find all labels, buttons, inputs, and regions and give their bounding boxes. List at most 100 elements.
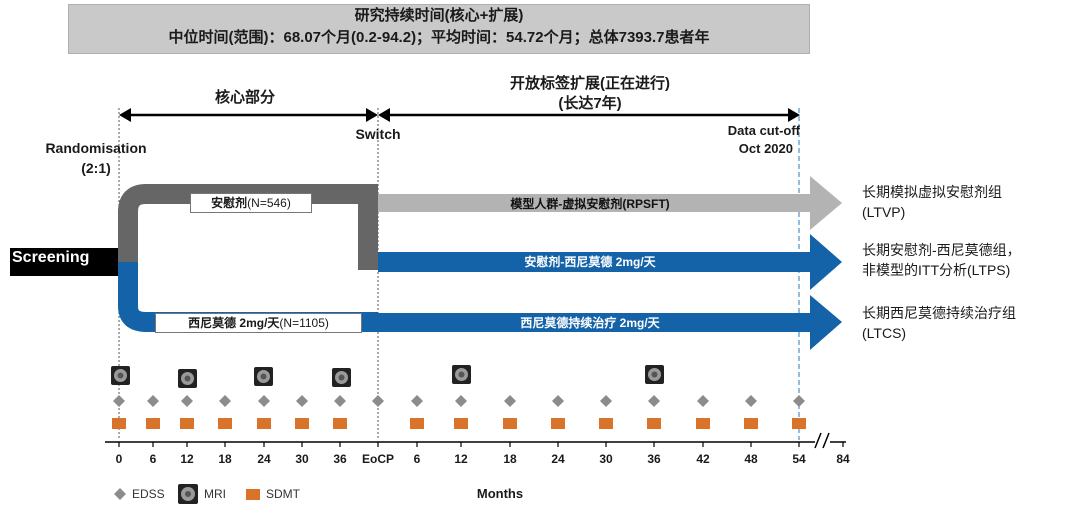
edss-marker (504, 395, 516, 407)
sdmt-marker (744, 418, 758, 429)
ltps-outcome-abbr: 非模型的ITT分析(LTPS) (862, 262, 1011, 278)
axis-tick-label: 36 (333, 452, 347, 466)
axis-tick-label: 6 (413, 452, 421, 466)
banner-title: 研究持续时间(核心+扩展) (354, 7, 524, 24)
ltps-outcome: 长期安慰剂-西尼莫德组， 非模型的ITT分析(LTPS) (862, 240, 1021, 280)
sdmt-marker (503, 418, 517, 429)
randomisation-ratio: (2:1) (81, 160, 111, 176)
edss-marker (181, 395, 193, 407)
placebo-extension-label: 模型人群-虚拟安慰剂(RPSFT) (510, 197, 670, 211)
edss-marker (113, 395, 125, 407)
core-duration-arrow (119, 108, 378, 122)
sdmt-marker (180, 418, 194, 429)
legend-sdmt-label: SDMT (266, 487, 300, 501)
sdmt-marker (333, 418, 347, 429)
sdmt-marker (146, 418, 160, 429)
siponimod-core-path (118, 262, 378, 332)
axis-tick-label: 54 (792, 452, 806, 466)
ltcs-outcome-name: 长期西尼莫德持续治疗组 (862, 305, 1016, 321)
ltvp-outcome: 长期模拟虚拟安慰剂组 (LTVP) (862, 182, 1002, 222)
legend-edss-label: EDSS (132, 487, 165, 501)
edss-marker (552, 395, 564, 407)
siponimod-extension-arrow (378, 295, 842, 350)
extension-duration-label: (长达7年) (558, 95, 622, 112)
randomisation-label: Randomisation (45, 140, 147, 156)
sdmt-marker (112, 418, 126, 429)
placebo-core-path (118, 184, 378, 270)
switch-extension-label: 安慰剂-西尼莫德 2mg/天 (524, 255, 656, 269)
edss-marker (648, 395, 660, 407)
sdmt-marker (696, 418, 710, 429)
sdmt-marker (257, 418, 271, 429)
edss-marker (219, 395, 231, 407)
mri-icon (645, 365, 664, 384)
axis-tick-label: 18 (503, 452, 517, 466)
placebo-core-label: 安慰剂(N=546) (190, 193, 312, 213)
data-cutoff-date: Oct 2020 (738, 141, 793, 156)
sdmt-marker (599, 418, 613, 429)
sdmt-marker (295, 418, 309, 429)
axis-tick-label: EoCP (361, 452, 394, 466)
siponimod-core-count: (N=1105) (279, 316, 329, 330)
mri-icon (178, 369, 197, 388)
ltcs-outcome-abbr: (LTCS) (862, 325, 907, 341)
axis-tick-label: 24 (257, 452, 271, 466)
axis-tick-label: 30 (599, 452, 613, 466)
axis-tick-label: 48 (744, 452, 758, 466)
sdmt-marker (551, 418, 565, 429)
edss-marker (296, 395, 308, 407)
sdmt-marker (792, 418, 806, 429)
sdmt-marker (410, 418, 424, 429)
axis-tick-label: 84 (836, 452, 850, 466)
edss-marker (697, 395, 709, 407)
extension-phase-label: 开放标签扩展(正在进行) (510, 75, 670, 92)
axis-tick-label: 24 (551, 452, 565, 466)
mri-icon (332, 368, 351, 387)
axis-tick-label: 30 (295, 452, 309, 466)
banner-subtitle: 中位时间(范围)：68.07个月(0.2-94.2)；平均时间：54.72个月；… (168, 29, 710, 46)
sdmt-marker (454, 418, 468, 429)
data-cutoff-label: Data cut-off (727, 123, 800, 138)
core-phase-label: 核心部分 (214, 89, 275, 106)
legend-edss-marker (114, 488, 126, 500)
edss-marker (372, 395, 384, 407)
ltps-outcome-name: 长期安慰剂-西尼莫德组， (862, 242, 1021, 258)
sdmt-marker (647, 418, 661, 429)
edss-marker (793, 395, 805, 407)
legend-mri-icon (178, 484, 198, 504)
extension-duration-arrow (378, 108, 800, 122)
mri-icon (254, 367, 273, 386)
siponimod-extension-label: 西尼莫德持续治疗 2mg/天 (520, 316, 660, 330)
edss-marker (600, 395, 612, 407)
sdmt-marker (218, 418, 232, 429)
axis-tick-label: 42 (696, 452, 710, 466)
switch-label: Switch (355, 126, 401, 142)
edss-marker (258, 395, 270, 407)
axis-tick-label: 36 (647, 452, 661, 466)
legend-sdmt-marker (246, 489, 260, 500)
axis-tick-label: 12 (454, 452, 468, 466)
screening-label: Screening (12, 249, 90, 266)
siponimod-core-name: 西尼莫德 2mg/天 (188, 316, 280, 330)
placebo-core-count: (N=546) (247, 196, 291, 210)
edss-marker (411, 395, 423, 407)
study-duration-banner: 研究持续时间(核心+扩展) 中位时间(范围)：68.07个月(0.2-94.2)… (68, 4, 810, 54)
mri-icon (452, 365, 471, 384)
switch-extension-arrow (378, 234, 842, 290)
mri-icon (111, 366, 130, 385)
ltvp-outcome-abbr: (LTVP) (862, 204, 906, 220)
axis-tick-label: 12 (180, 452, 194, 466)
months-axis (105, 432, 846, 449)
axis-tick-label: 18 (218, 452, 232, 466)
axis-title: Months (476, 486, 524, 501)
ltcs-outcome: 长期西尼莫德持续治疗组 (LTCS) (862, 303, 1016, 343)
placebo-extension-arrow (378, 176, 842, 230)
legend-mri-label: MRI (204, 487, 226, 501)
ltvp-outcome-name: 长期模拟虚拟安慰剂组 (862, 184, 1002, 200)
edss-marker (455, 395, 467, 407)
screening-arrow (10, 248, 132, 276)
edss-marker (745, 395, 757, 407)
siponimod-core-label: 西尼莫德 2mg/天(N=1105) (155, 313, 362, 333)
axis-tick-label: 0 (115, 452, 123, 466)
